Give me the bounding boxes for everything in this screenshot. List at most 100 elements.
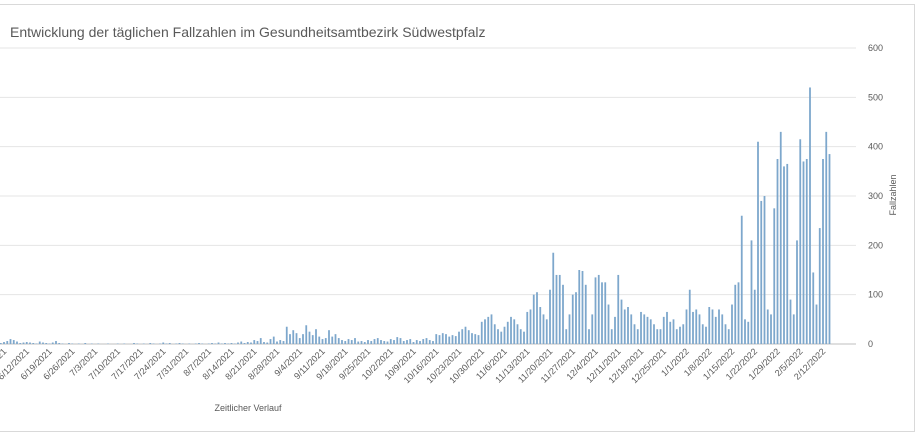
bar xyxy=(324,338,327,344)
bar xyxy=(380,340,382,344)
bar xyxy=(526,311,529,344)
bar xyxy=(337,338,340,344)
bar xyxy=(669,321,672,344)
bar xyxy=(731,304,733,344)
y-axis-title: Fallzahlen xyxy=(888,174,898,215)
bar xyxy=(552,252,555,344)
bar xyxy=(809,87,811,344)
bar xyxy=(633,324,636,344)
bar xyxy=(656,329,659,344)
bar xyxy=(422,339,425,344)
bar xyxy=(545,319,548,344)
bar xyxy=(32,343,35,344)
chart-frame xyxy=(0,4,915,432)
bar xyxy=(568,314,571,344)
bar xyxy=(718,309,720,344)
bar xyxy=(519,329,522,344)
bar xyxy=(630,314,633,344)
bar xyxy=(636,329,639,344)
bar xyxy=(402,341,405,344)
bar xyxy=(477,335,480,344)
bar xyxy=(737,282,740,344)
bar xyxy=(776,159,779,344)
bar xyxy=(432,341,434,344)
bar xyxy=(747,321,750,344)
bar xyxy=(760,200,763,344)
chart-title: Entwicklung der täglichen Fallzahlen im … xyxy=(10,24,486,40)
bar xyxy=(12,340,15,344)
bar xyxy=(240,341,243,344)
bar xyxy=(425,338,428,344)
bar xyxy=(22,342,25,344)
bar xyxy=(318,336,321,344)
y-tick-label: 400 xyxy=(868,142,883,152)
bar xyxy=(581,270,584,344)
bar xyxy=(646,316,649,344)
bar xyxy=(822,159,824,344)
bar xyxy=(734,284,737,344)
bar xyxy=(571,294,574,344)
bar xyxy=(25,342,28,344)
bar xyxy=(16,341,18,344)
bar xyxy=(493,324,496,344)
bar xyxy=(523,331,525,344)
bar xyxy=(230,343,233,344)
bar xyxy=(770,314,772,344)
bar xyxy=(484,319,486,344)
bar xyxy=(406,340,408,344)
bar xyxy=(357,341,360,344)
bar xyxy=(529,309,532,344)
bar xyxy=(588,329,590,344)
bar xyxy=(344,341,347,344)
bar xyxy=(708,307,711,344)
bar xyxy=(279,340,282,344)
bar xyxy=(331,336,334,344)
bar xyxy=(263,342,265,344)
bar xyxy=(45,343,48,344)
bar xyxy=(610,329,613,344)
bar xyxy=(29,342,31,344)
bar xyxy=(653,324,655,344)
bar xyxy=(178,343,181,344)
bar xyxy=(149,343,152,344)
bar xyxy=(393,340,395,344)
bar xyxy=(292,330,295,344)
bar xyxy=(744,319,746,344)
bar xyxy=(773,208,776,344)
bar xyxy=(256,341,259,344)
bars xyxy=(0,87,831,344)
bar xyxy=(441,333,444,344)
bar xyxy=(211,343,213,344)
gridlines xyxy=(0,47,856,345)
bar xyxy=(58,343,61,344)
x-axis-title: Zeitlicher Verlauf xyxy=(214,403,282,413)
bar xyxy=(695,309,698,344)
bar xyxy=(269,339,272,344)
bar xyxy=(51,342,54,344)
y-tick-label: 0 xyxy=(868,339,873,349)
bar xyxy=(627,307,629,344)
y-tick-label: 300 xyxy=(868,191,883,201)
bar xyxy=(38,341,41,344)
bar xyxy=(757,141,759,344)
bar xyxy=(321,339,324,344)
bar xyxy=(724,324,727,344)
bar xyxy=(701,324,704,344)
bar xyxy=(308,331,311,344)
bar xyxy=(162,342,165,344)
bar xyxy=(168,343,171,344)
bar xyxy=(510,316,512,344)
bar xyxy=(562,284,564,344)
bar xyxy=(711,309,714,344)
bar xyxy=(597,274,600,344)
bar xyxy=(458,331,460,344)
bar xyxy=(474,334,477,344)
bar xyxy=(253,340,256,344)
bar xyxy=(383,341,386,344)
bar xyxy=(643,314,646,344)
bar xyxy=(367,340,369,344)
bar xyxy=(461,329,464,344)
bar xyxy=(435,334,438,344)
bar xyxy=(679,326,681,344)
bar xyxy=(607,304,610,344)
